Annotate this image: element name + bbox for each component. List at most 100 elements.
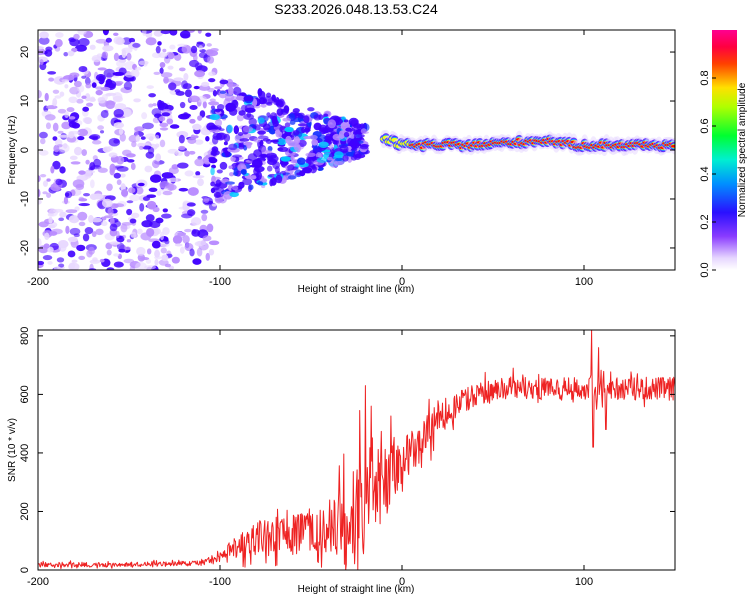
spectrogram-cell-low bbox=[46, 192, 52, 198]
spectrogram-cell-low bbox=[175, 90, 185, 96]
spectrogram-cell-low bbox=[212, 203, 217, 207]
spectrogram-cell-low bbox=[118, 128, 124, 135]
spectrogram-cell-low bbox=[206, 43, 212, 47]
spectrogram-cell-low bbox=[178, 67, 186, 72]
spectrogram-cell-low bbox=[116, 242, 125, 251]
spectrogram-cell-moderate bbox=[213, 191, 222, 199]
spectrogram-cell-low bbox=[189, 104, 198, 110]
spectrogram-cell-low bbox=[155, 217, 164, 224]
spectrogram-cell-low bbox=[54, 39, 63, 48]
spectrogram-cell-moderate bbox=[265, 150, 273, 154]
spectrogram-cell-low bbox=[89, 259, 101, 264]
spectrogram-cell-low bbox=[142, 122, 154, 130]
spectrogram-cell-moderate bbox=[242, 177, 253, 186]
spectrogram-cell-moderate bbox=[277, 138, 287, 146]
spectrogram-cell-low bbox=[180, 113, 191, 118]
spectrogram-cell-low bbox=[162, 190, 173, 196]
spectrogram-cell-low bbox=[113, 261, 124, 268]
spectrogram-cell-low bbox=[65, 225, 70, 234]
spectrogram-cell-moderate bbox=[259, 153, 268, 159]
spectrogram-cell-low bbox=[48, 216, 53, 224]
spectrogram-cell-low bbox=[137, 182, 145, 187]
spectrogram-cell-low bbox=[184, 150, 190, 157]
spectrogram-cell-low bbox=[39, 131, 48, 139]
spectrogram-cell-low bbox=[178, 187, 189, 192]
spectrogram-cell-moderate bbox=[343, 119, 349, 123]
spectrogram-cell-moderate bbox=[307, 107, 315, 112]
spectrogram-cell-moderate bbox=[307, 165, 317, 170]
colorbar-tick-label-1: 0.2 bbox=[699, 214, 711, 229]
colorbar-tick-label-2: 0.4 bbox=[699, 166, 711, 181]
spectrogram-cell-low bbox=[52, 136, 58, 141]
spectrogram-cell-low bbox=[159, 231, 165, 241]
spectrogram-cell-moderate bbox=[338, 130, 346, 139]
spectrogram-cell-low bbox=[196, 41, 206, 48]
spectrogram-cell-low bbox=[38, 238, 42, 248]
spectrogram-cell-low bbox=[154, 134, 160, 140]
spectrogram-cell-low bbox=[148, 103, 154, 108]
spectrogram-cell-moderate bbox=[282, 117, 292, 122]
spectrogram-cell-moderate bbox=[219, 79, 229, 85]
spectrogram-cell-low bbox=[99, 258, 105, 263]
spectrogram-cell-low bbox=[125, 153, 136, 158]
spectrogram-cell-low bbox=[200, 209, 209, 214]
spectrogram-cell-low bbox=[69, 72, 80, 78]
spectrogram-cell-low bbox=[192, 175, 205, 179]
spectrogram-cell-moderate bbox=[266, 101, 273, 106]
spectrogram-cell-low bbox=[44, 114, 56, 121]
spectrogram-cell-low bbox=[126, 159, 135, 163]
spectrogram-cell-moderate bbox=[216, 132, 226, 141]
spectrogram-cell-low bbox=[145, 37, 157, 46]
spectrogram-cell-moderate bbox=[211, 176, 222, 180]
spectrogram-cell-low bbox=[177, 232, 187, 237]
spectrogram-cell-low bbox=[197, 30, 202, 34]
spectrogram-cell-low bbox=[91, 140, 102, 145]
spectrogram-cell-low bbox=[145, 258, 152, 264]
spectrogram-cell-moderate bbox=[261, 184, 266, 189]
snr-frame bbox=[37, 329, 676, 571]
spectrogram-cell-low bbox=[177, 162, 189, 169]
spec-xtick-label-0: -200 bbox=[27, 276, 49, 288]
spec-xtick-label-2: 0 bbox=[399, 276, 405, 288]
spectrogram-cell-moderate bbox=[303, 115, 310, 124]
spectrogram-cell-moderate bbox=[248, 184, 254, 191]
spectrogram-cell-moderate bbox=[210, 149, 220, 156]
spectrogram-cell-low bbox=[88, 97, 96, 102]
spectrogram-cell-low bbox=[196, 247, 203, 257]
spectrogram-cell-low bbox=[129, 194, 141, 202]
spectrogram-cell-low bbox=[49, 231, 58, 236]
spectrogram-cell-low bbox=[182, 83, 192, 90]
spectrogram-cell-moderate bbox=[267, 115, 275, 119]
spectrogram-cell-low bbox=[113, 108, 124, 118]
spectrogram-cell-moderate bbox=[334, 151, 344, 159]
spectrogram-x-label: Height of straight line (km) bbox=[298, 284, 415, 295]
spectrogram-cell-low bbox=[52, 208, 64, 213]
spectrogram-cell-low bbox=[124, 71, 135, 78]
spectrogram-cell-low bbox=[88, 246, 95, 255]
spectrogram-cell-low bbox=[91, 82, 97, 88]
spectrogram-cell-low bbox=[38, 89, 42, 99]
spectrogram-cell-moderate bbox=[238, 144, 245, 150]
spectrogram-cell-low bbox=[53, 266, 62, 270]
spectrogram-cell-low bbox=[162, 48, 167, 53]
spectrogram-cell-low bbox=[177, 43, 187, 48]
spectrogram-cell-low bbox=[178, 145, 186, 151]
spectrogram-cell-low bbox=[208, 71, 216, 77]
spectrogram-cell-moderate bbox=[311, 138, 319, 146]
spectrogram-cell-low bbox=[68, 96, 78, 104]
spectrogram-cell-low bbox=[202, 101, 207, 109]
spectrogram-cell-low bbox=[146, 248, 152, 255]
spectrogram-cell-low bbox=[157, 41, 162, 46]
spectrogram-cell-low bbox=[105, 242, 113, 250]
spectrogram-cell-moderate bbox=[243, 95, 254, 102]
spectrogram-cell-moderate bbox=[296, 157, 306, 165]
spectrogram-cell-moderate bbox=[257, 130, 267, 135]
spectrogram-cell-low bbox=[90, 179, 95, 189]
spectrogram-cell-low bbox=[208, 248, 215, 256]
spectrogram-cell-moderate bbox=[232, 154, 243, 158]
spectrogram-cell-low bbox=[144, 165, 153, 173]
spectrogram-cell-low bbox=[151, 240, 161, 249]
spectrogram-cell-low bbox=[52, 89, 60, 94]
spectrogram-cell-low bbox=[191, 229, 197, 234]
spectrogram-cell-low bbox=[67, 50, 75, 57]
